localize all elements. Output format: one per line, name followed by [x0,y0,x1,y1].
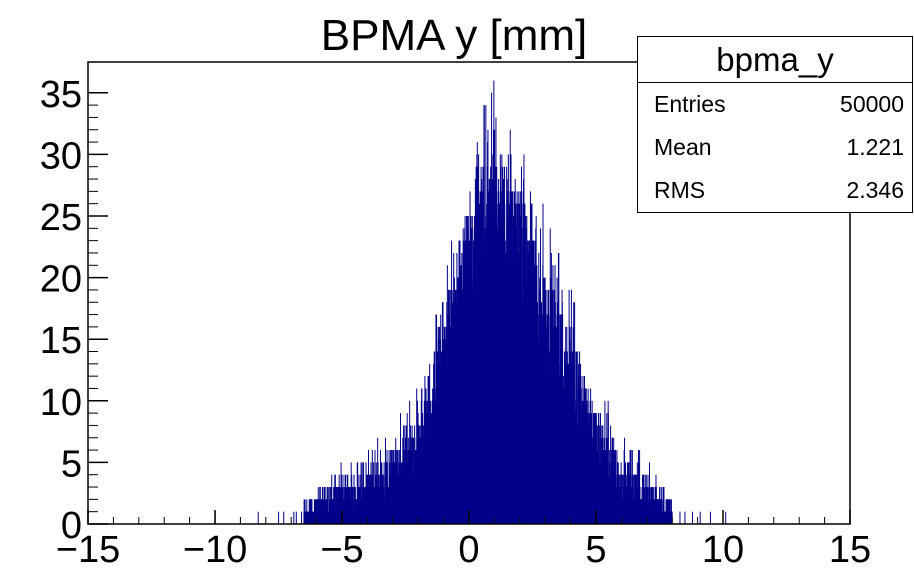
y-tick-label: 20 [40,259,82,301]
y-tick-label: 15 [40,320,82,362]
x-tick-label: 15 [829,529,871,568]
y-tick-label: 10 [40,382,82,424]
chart-title: BPMA y [mm] [321,11,587,60]
x-tick-label: 0 [458,529,479,568]
stats-row-entries: Entries 50000 [638,83,912,126]
stats-entries-label: Entries [654,91,726,117]
stats-entries-value: 50000 [840,91,904,117]
y-axis-ticks: 0 5 10 15 20 25 30 35 [40,74,108,547]
stats-mean-label: Mean [654,134,712,160]
x-tick-label: 10 [702,529,744,568]
x-tick-label: −5 [320,529,363,568]
y-tick-label: 0 [61,505,82,547]
y-tick-label: 25 [40,197,82,239]
y-tick-label: 35 [40,74,82,116]
stats-rms-label: RMS [654,177,706,203]
histogram-bars [214,80,727,524]
y-tick-label: 30 [40,135,82,177]
x-axis-ticks: −15 −10 −5 0 5 10 15 [56,510,871,568]
y-tick-label: 5 [61,443,82,485]
stats-mean-value: 1.221 [846,134,904,160]
x-tick-label: 5 [585,529,606,568]
stats-rms-value: 2.346 [846,177,904,203]
stats-box-title: bpma_y [638,37,912,83]
stats-row-rms: RMS 2.346 [638,169,912,212]
stats-row-mean: Mean 1.221 [638,126,912,169]
x-tick-label: −10 [183,529,247,568]
stats-box: bpma_y Entries 50000 Mean 1.221 RMS 2.34… [637,36,913,213]
x-tick-label: −15 [56,529,120,568]
